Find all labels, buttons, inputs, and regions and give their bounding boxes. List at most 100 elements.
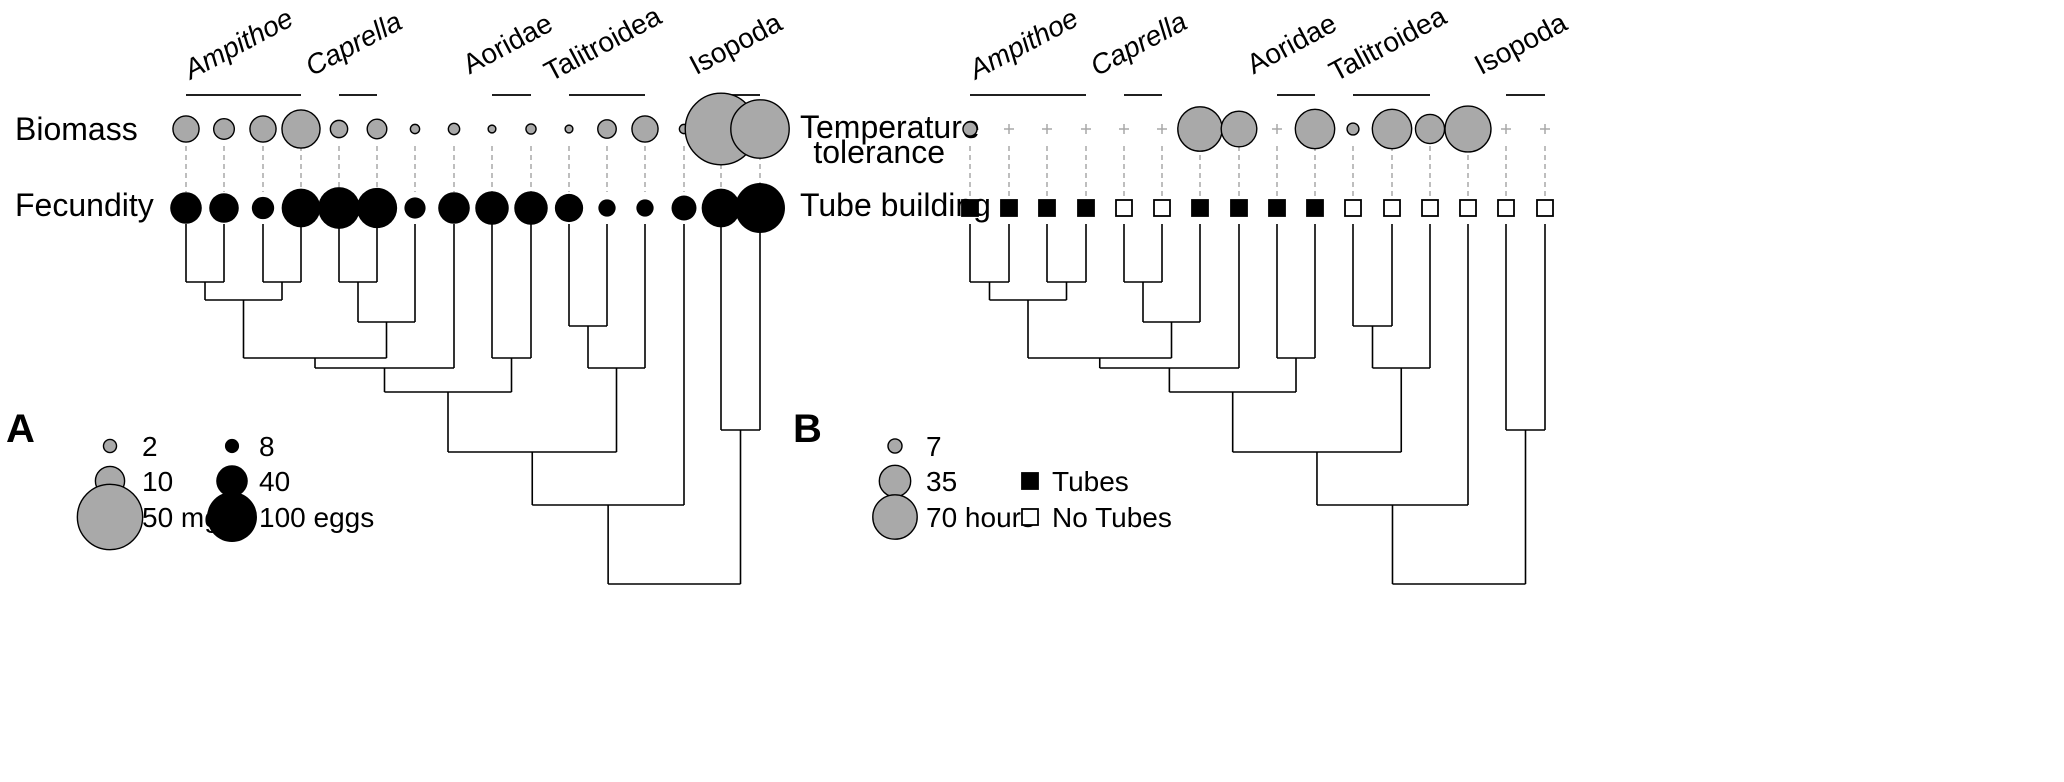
- row-label-temperature: Temperature: [800, 109, 980, 145]
- biomass-point: [597, 119, 617, 139]
- legend-temperature-circle: [887, 438, 903, 454]
- legend-temperature-label: 35: [926, 466, 957, 497]
- biomass-point: [409, 123, 421, 135]
- missing-data-marker: [1501, 124, 1511, 134]
- temperature-point: [1371, 108, 1413, 150]
- temperature-point: [962, 121, 978, 137]
- temperature-point: [1414, 113, 1446, 145]
- clade-label: Caprella: [1085, 5, 1192, 81]
- row-label-fecundity: Fecundity: [15, 187, 154, 223]
- no-tubes-marker: [1421, 199, 1439, 217]
- temperature-point: [1444, 105, 1492, 153]
- temperature-point: [1220, 110, 1258, 148]
- fecundity-point: [170, 192, 202, 224]
- missing-data-marker: [1157, 124, 1167, 134]
- fecundity-point: [404, 197, 426, 219]
- fecundity-point: [514, 191, 548, 225]
- tubes-marker: [1077, 199, 1095, 217]
- temperature-point: [1294, 108, 1336, 150]
- biomass-point: [447, 122, 461, 136]
- no-tubes-marker: [1536, 199, 1554, 217]
- biomass-point: [249, 115, 277, 143]
- tubes-marker: [1230, 199, 1248, 217]
- legend-tubes-square: [1021, 472, 1039, 490]
- biomass-point: [329, 119, 349, 139]
- legend-temperature-label: 70 hours: [926, 502, 1035, 533]
- missing-data-marker: [1272, 124, 1282, 134]
- legend-biomass-label: 50 mg: [142, 502, 220, 533]
- fecundity-point: [701, 188, 741, 228]
- no-tubes-marker: [1344, 199, 1362, 217]
- clade-label: Isopoda: [1469, 6, 1572, 80]
- no-tubes-marker: [1497, 199, 1515, 217]
- biomass-point: [172, 115, 200, 143]
- fecundity-point: [251, 196, 275, 220]
- fecundity-point: [671, 195, 697, 221]
- fecundity-point: [636, 199, 654, 217]
- temperature-point: [1177, 106, 1223, 152]
- biomass-point: [281, 109, 321, 149]
- clade-label: Talitroidea: [1324, 0, 1452, 87]
- legend-fecundity-circle: [207, 492, 257, 542]
- missing-data-marker: [1081, 124, 1091, 134]
- legend-biomass-circle: [102, 438, 118, 454]
- no-tubes-marker: [1153, 199, 1171, 217]
- clade-label: Aoridae: [1242, 7, 1342, 80]
- clade-label: Caprella: [300, 5, 407, 81]
- legend-biomass-label: 10: [142, 466, 173, 497]
- fecundity-point: [209, 193, 239, 223]
- legend-tubes-label: No Tubes: [1052, 502, 1172, 533]
- tubes-marker: [1000, 199, 1018, 217]
- tubes-marker: [1306, 199, 1324, 217]
- legend-fecundity-label: 40: [259, 466, 290, 497]
- legend-biomass-circle: [76, 483, 144, 551]
- fecundity-point: [281, 188, 321, 228]
- fecundity-point: [475, 191, 509, 225]
- clade-label: Ampithoe: [177, 2, 298, 86]
- no-tubes-marker: [1115, 199, 1133, 217]
- tubes-marker: [1191, 199, 1209, 217]
- no-tubes-marker: [1383, 199, 1401, 217]
- missing-data-marker: [1119, 124, 1129, 134]
- legend-fecundity-label: 100 eggs: [259, 502, 374, 533]
- legend-fecundity-circle: [224, 438, 240, 454]
- biomass-point: [487, 124, 497, 134]
- row-label-tube-building: Tube building: [800, 187, 991, 223]
- biomass-point: [366, 118, 388, 140]
- no-tubes-marker: [1459, 199, 1477, 217]
- legend-biomass-label: 2: [142, 431, 158, 462]
- biomass-point: [631, 115, 659, 143]
- clade-label: Isopoda: [684, 6, 787, 80]
- legend-temperature-label: 7: [926, 431, 942, 462]
- panel-letter-a: A: [6, 407, 35, 451]
- biomass-point: [212, 117, 236, 141]
- legend-fecundity-circle: [216, 465, 248, 497]
- temperature-point: [1346, 122, 1360, 136]
- legend-temperature-circle: [872, 494, 918, 540]
- missing-data-marker: [1004, 124, 1014, 134]
- legend-tubes-label: Tubes: [1052, 466, 1129, 497]
- fecundity-point: [356, 187, 398, 229]
- legend-temperature-circle: [878, 464, 912, 498]
- legend-no-tubes-square: [1021, 508, 1039, 526]
- fecundity-point: [318, 187, 360, 229]
- missing-data-marker: [1042, 124, 1052, 134]
- panel-letter-b: B: [793, 407, 822, 451]
- row-label-biomass: Biomass: [15, 111, 138, 147]
- fecundity-point: [554, 193, 584, 223]
- tubes-marker: [961, 199, 979, 217]
- clade-label: Ampithoe: [962, 2, 1083, 86]
- row-label-tolerance: tolerance: [813, 134, 945, 170]
- fecundity-point: [598, 199, 616, 217]
- clade-label: Aoridae: [458, 7, 558, 80]
- biomass-point: [525, 123, 537, 135]
- legend-fecundity-label: 8: [259, 431, 275, 462]
- tubes-marker: [1268, 199, 1286, 217]
- missing-data-marker: [1540, 124, 1550, 134]
- biomass-point: [730, 99, 790, 159]
- clade-label: Talitroidea: [539, 0, 667, 87]
- tubes-marker: [1038, 199, 1056, 217]
- fecundity-point: [438, 192, 470, 224]
- biomass-point: [564, 124, 574, 134]
